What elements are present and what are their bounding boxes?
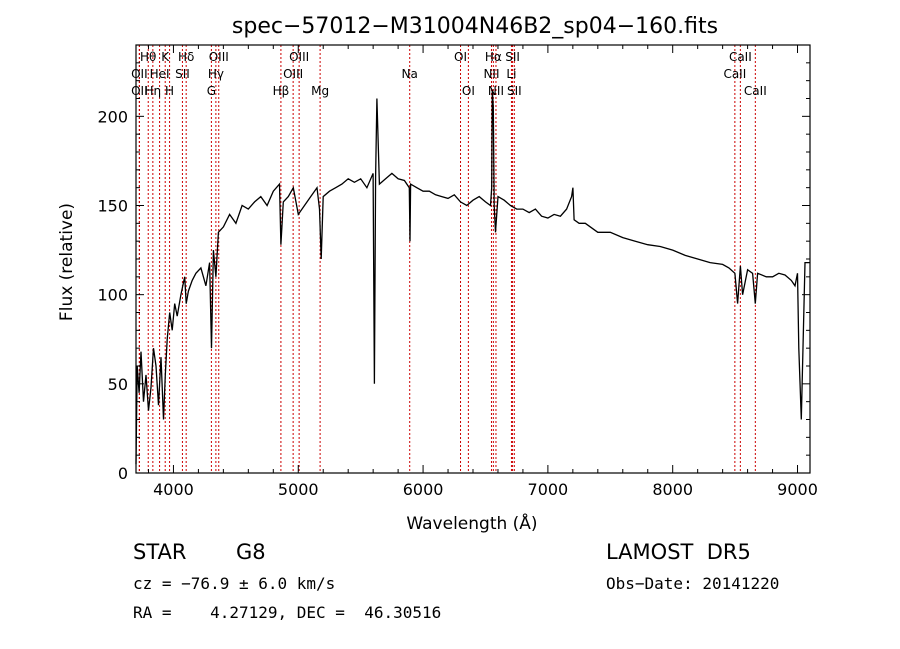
x-tick-label: 7000 (528, 480, 569, 499)
object-subclass: G8 (236, 540, 266, 564)
y-tick-label: 150 (97, 197, 128, 216)
line-label: CaII (744, 84, 767, 98)
line-label: OI (462, 84, 475, 98)
line-label: SII (175, 67, 190, 81)
line-label: OII (131, 84, 148, 98)
line-label: CaII (723, 67, 746, 81)
spectrum-line (135, 89, 810, 465)
chart-title: spec−57012−M31004N46B2_sp04−160.fits (232, 14, 718, 39)
line-markers (138, 45, 756, 473)
line-label: NII (483, 67, 499, 81)
survey-label: LAMOST DR5 (606, 540, 751, 564)
x-tick-label: 4000 (153, 480, 194, 499)
x-tick-label: 6000 (403, 480, 444, 499)
line-label: OIII (289, 50, 309, 64)
line-label: HeI (150, 67, 170, 81)
line-label: CaII (729, 50, 752, 64)
line-label: Na (402, 67, 418, 81)
line-label: Hδ (178, 50, 194, 64)
line-label: H (165, 84, 174, 98)
line-label: Hγ (208, 67, 224, 81)
line-label: G (207, 84, 216, 98)
line-label: SII (507, 84, 522, 98)
radec-text: RA = 4.27129, DEC = 46.30516 (133, 603, 442, 622)
axis-ticks: 4000 5000 6000 7000 8000 9000 0 50 100 150 200 (97, 45, 818, 499)
y-tick-label: 50 (108, 375, 128, 394)
line-label: SII (505, 50, 520, 64)
y-tick-label: 100 (97, 286, 128, 305)
x-tick-label: 9000 (777, 480, 818, 499)
line-label: OIII (283, 67, 303, 81)
line-label: Mg (311, 84, 329, 98)
redshift-text: cz = −76.9 ± 6.0 km/s (133, 574, 336, 593)
line-label: OII (131, 67, 148, 81)
line-label: Hα (485, 50, 502, 64)
object-class: STAR (133, 540, 187, 564)
line-label: OI (454, 50, 467, 64)
line-label: NII (488, 84, 504, 98)
obs-date-text: Obs−Date: 20141220 (606, 574, 780, 593)
y-tick-label: 0 (118, 464, 128, 483)
line-label: OIII (209, 50, 229, 64)
plot-frame (135, 44, 811, 474)
x-axis-label: Wavelength (Å) (406, 512, 537, 534)
line-label: Li (506, 67, 516, 81)
line-label: Hβ (273, 84, 290, 98)
x-tick-label: 8000 (652, 480, 693, 499)
x-tick-label: 5000 (278, 480, 319, 499)
y-tick-label: 200 (97, 107, 128, 126)
line-label: K (161, 50, 170, 64)
line-label: Hη (145, 84, 162, 98)
y-axis-label: Flux (relative) (57, 203, 77, 321)
line-label: Hθ (140, 50, 156, 64)
